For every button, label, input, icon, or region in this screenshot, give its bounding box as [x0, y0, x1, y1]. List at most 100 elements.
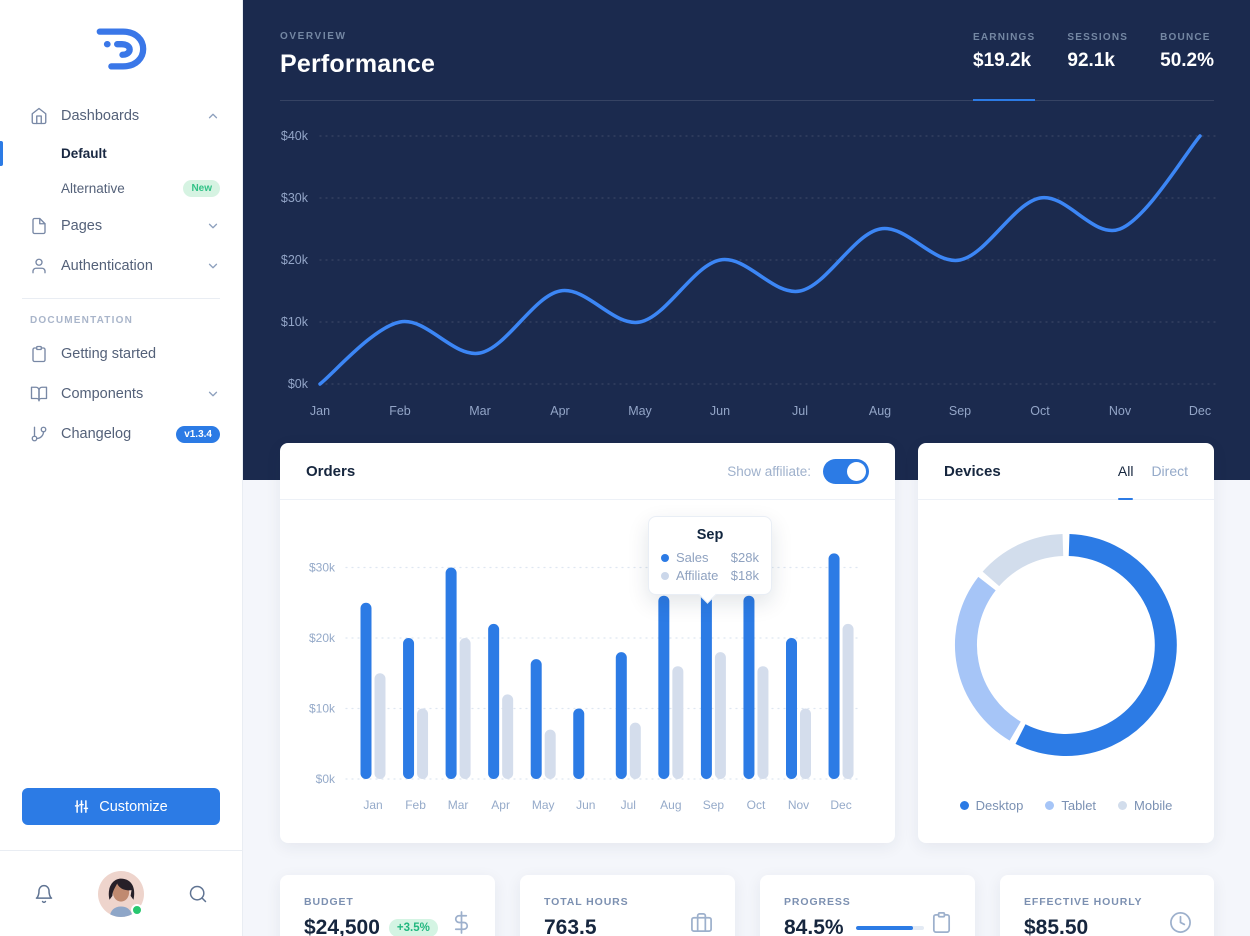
svg-text:Nov: Nov: [788, 798, 809, 812]
stat-label: SESSIONS: [1067, 32, 1129, 43]
svg-text:$10k: $10k: [309, 702, 336, 716]
stat-value: 50.2%: [1160, 50, 1214, 71]
sidebar-item-changelog[interactable]: Changelog v1.3.4: [0, 414, 242, 454]
sidebar-item-getting-started[interactable]: Getting started: [0, 334, 242, 374]
kpi-card-effective-hourly: EFFECTIVE HOURLY $85.50: [1000, 875, 1214, 936]
legend-label: Desktop: [975, 798, 1024, 813]
version-badge: v1.3.4: [176, 425, 220, 443]
sales-dot: [661, 553, 669, 562]
sidebar-item-pages[interactable]: Pages: [0, 206, 242, 246]
sidebar-item-label: Changelog: [61, 426, 132, 442]
devices-tabs: All Direct: [1117, 443, 1188, 500]
file-icon: [30, 217, 48, 235]
main-content: OVERVIEW Performance EARNINGS $19.2k SES…: [243, 0, 1250, 936]
sidebar-item-default[interactable]: Default: [0, 136, 242, 171]
sidebar-subitem-label: Alternative: [61, 181, 125, 196]
brand-logo[interactable]: [0, 22, 242, 76]
desktop-dot: [959, 801, 969, 810]
legend-item-desktop[interactable]: Desktop: [959, 798, 1024, 813]
clipboard-icon: [30, 345, 48, 363]
legend-item-mobile[interactable]: Mobile: [1118, 798, 1172, 813]
kpi-label: BUDGET: [304, 896, 354, 908]
overview-header: OVERVIEW Performance EARNINGS $19.2k SES…: [280, 0, 1214, 101]
clock-icon: [1169, 911, 1192, 934]
svg-text:May: May: [532, 798, 555, 812]
tab-direct[interactable]: Direct: [1151, 463, 1188, 479]
chart-tooltip: Sep Sales $28k Affiliate $18k: [648, 516, 772, 595]
sidebar-section-label: DOCUMENTATION: [30, 315, 133, 326]
sidebar-item-label: Dashboards: [61, 108, 140, 124]
user-avatar[interactable]: [98, 870, 144, 917]
svg-text:May: May: [628, 404, 652, 418]
kpi-value: 763.5: [544, 916, 597, 936]
svg-text:Aug: Aug: [660, 798, 681, 812]
svg-text:Jan: Jan: [363, 798, 382, 812]
tooltip-series-value: $28k: [730, 550, 759, 565]
show-affiliate-toggle[interactable]: [823, 458, 869, 484]
mobile-dot: [1118, 801, 1128, 810]
kpi-label: TOTAL HOURS: [544, 896, 629, 908]
stat-tab-earnings[interactable]: EARNINGS $19.2k: [973, 32, 1036, 101]
sidebar-item-label: Components: [61, 386, 144, 402]
svg-text:$30k: $30k: [281, 191, 309, 205]
show-affiliate-label: Show affiliate:: [727, 463, 811, 479]
orders-card: Orders Show affiliate: $0k $10k $20k $30k Ja…: [280, 443, 895, 843]
header-stats: EARNINGS $19.2k SESSIONS 92.1k BOUNCE 50…: [973, 32, 1214, 101]
progress-bar: [855, 926, 924, 930]
svg-text:$20k: $20k: [281, 253, 309, 267]
chevron-up-icon: [206, 109, 220, 123]
svg-text:Feb: Feb: [389, 404, 411, 418]
sidebar-item-components[interactable]: Components: [0, 374, 242, 414]
legend-label: Tablet: [1061, 798, 1097, 813]
sidebar-item-authentication[interactable]: Authentication: [0, 246, 242, 286]
kpi-card-total-hours: TOTAL HOURS 763.5: [520, 875, 735, 936]
svg-text:Apr: Apr: [491, 798, 510, 812]
svg-text:$40k: $40k: [281, 129, 309, 143]
tooltip-series-name: Affiliate: [676, 568, 719, 583]
devices-legend: Desktop Tablet Mobile: [918, 798, 1214, 813]
legend-item-tablet[interactable]: Tablet: [1045, 798, 1096, 813]
customize-button[interactable]: Customize: [22, 788, 220, 825]
sidebar-item-alternative[interactable]: Alternative New: [0, 171, 242, 206]
new-badge: New: [183, 180, 220, 197]
stat-tab-sessions[interactable]: SESSIONS 92.1k: [1067, 32, 1128, 72]
chevron-down-icon: [206, 219, 220, 233]
stat-label: BOUNCE: [1160, 32, 1211, 43]
user-icon: [30, 257, 48, 275]
tablet-dot: [1045, 801, 1055, 810]
svg-text:Feb: Feb: [405, 798, 426, 812]
tooltip-title: Sep: [696, 527, 724, 543]
stat-value: 92.1k: [1067, 50, 1115, 71]
sidebar-subitem-label: Default: [61, 146, 107, 161]
sidebar-footer: [0, 850, 242, 936]
svg-text:Dec: Dec: [1189, 404, 1211, 418]
svg-text:Mar: Mar: [469, 404, 491, 418]
svg-text:Apr: Apr: [550, 404, 569, 418]
devices-card: Devices All Direct Desktop Tablet Mobile: [918, 443, 1214, 843]
briefcase-icon: [690, 911, 713, 934]
page-title: Performance: [280, 50, 436, 78]
devices-donut-chart[interactable]: [954, 533, 1178, 757]
sidebar-item-label: Authentication: [61, 258, 153, 274]
search-button[interactable]: [188, 884, 208, 904]
orders-bar-chart[interactable]: $0k $10k $20k $30k Jan Feb Mar Apr May Jun Jul Aug S…: [280, 518, 895, 843]
tab-all[interactable]: All: [1117, 443, 1133, 500]
kpi-card-progress: PROGRESS 84.5%: [760, 875, 975, 936]
devices-card-title: Devices: [944, 462, 1001, 480]
sidebar-item-dashboards[interactable]: Dashboards: [0, 96, 242, 136]
sidebar-item-label: Pages: [61, 218, 103, 234]
svg-text:Jun: Jun: [710, 404, 730, 418]
svg-text:Oct: Oct: [747, 798, 766, 812]
dollar-sign-icon: [450, 911, 473, 934]
svg-text:$20k: $20k: [309, 631, 336, 645]
notifications-button[interactable]: [34, 884, 54, 904]
stat-label: EARNINGS: [973, 32, 1036, 43]
orders-card-title: Orders: [306, 462, 356, 480]
performance-line-chart[interactable]: $0k $10k $20k $30k $40k Jan Feb Mar Apr May Jun Jul…: [280, 110, 1220, 428]
stat-tab-bounce[interactable]: BOUNCE 50.2%: [1160, 32, 1214, 72]
stat-value: $19.2k: [973, 50, 1032, 71]
svg-text:Jul: Jul: [621, 798, 636, 812]
kpi-value: 84.5%: [784, 916, 844, 936]
svg-text:Dec: Dec: [830, 798, 851, 812]
svg-text:$0k: $0k: [288, 377, 309, 391]
